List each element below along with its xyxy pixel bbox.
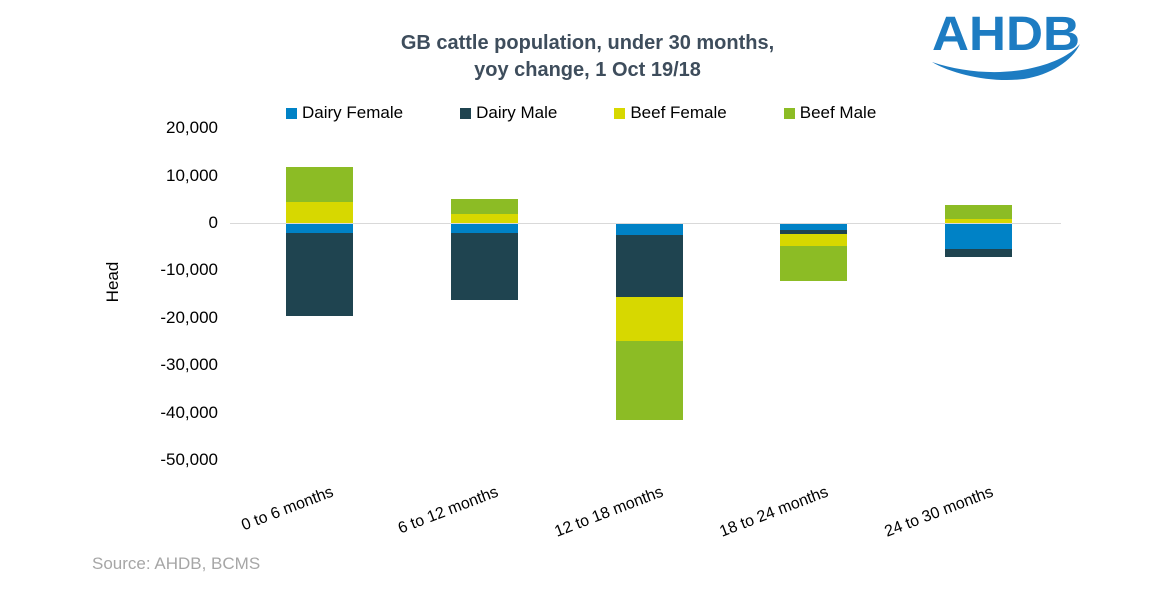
ahdb-logo: AHDB [932, 8, 1080, 81]
legend-item: Dairy Female [286, 103, 403, 123]
zero-gridline [230, 223, 1061, 224]
x-axis-label: 12 to 18 months [552, 483, 666, 541]
bar-segment [450, 232, 518, 300]
bar-segment [945, 249, 1013, 258]
bar-segment [780, 234, 848, 246]
y-tick-label: 10,000 [166, 165, 218, 185]
bar-segment [615, 224, 683, 235]
chart-title-line2: yoy change, 1 Oct 19/18 [474, 59, 701, 81]
legend-label: Dairy Male [476, 103, 558, 122]
bar-segment [945, 224, 1013, 250]
legend-swatch-icon [614, 107, 626, 119]
y-tick-label: 20,000 [166, 118, 218, 138]
legend-label: Beef Male [799, 103, 877, 122]
bar-segment [285, 167, 353, 203]
bar-segment [780, 230, 848, 235]
x-axis-label: 6 to 12 months [396, 483, 502, 538]
y-tick-label: -20,000 [160, 307, 218, 327]
bar-segment [285, 224, 353, 234]
y-tick-label: -40,000 [160, 402, 218, 422]
ahdb-logo-wave-icon [932, 44, 1080, 81]
legend-item: Beef Female [614, 103, 727, 123]
bar-segment [615, 341, 683, 420]
bar-segment [945, 204, 1013, 220]
x-axis-label: 24 to 30 months [882, 483, 996, 541]
y-tick-label: -50,000 [160, 450, 218, 469]
bar-segment [285, 233, 353, 316]
bar-segment [450, 224, 518, 233]
legend-label: Beef Female [630, 103, 727, 122]
ahdb-logo-text: AHDB [932, 8, 1080, 61]
legend-item: Beef Male [783, 103, 877, 123]
y-tick-label: -30,000 [160, 355, 218, 375]
bar-segment [285, 202, 353, 223]
y-tick-label: 0 [208, 213, 218, 232]
bar-segment [615, 234, 683, 297]
bar-segment [780, 224, 848, 231]
x-axis-label: 0 to 6 months [239, 483, 337, 535]
y-tick-label: -10,000 [160, 260, 218, 280]
x-axis-label: 18 to 24 months [717, 483, 831, 541]
source-note: Source: AHDB, BCMS [92, 554, 261, 573]
legend-label: Dairy Female [302, 103, 404, 122]
bar-segment [780, 245, 848, 281]
chart-title: GB cattle population, under 30 months, y… [0, 30, 1175, 84]
legend-swatch-icon [286, 107, 297, 119]
legend-swatch-icon [783, 107, 795, 119]
legend-swatch-icon [460, 107, 472, 119]
legend: Dairy Female Dairy Male Beef Female Beef Ma… [286, 103, 876, 123]
bar-segment [615, 296, 683, 342]
bar-segment [450, 213, 518, 223]
legend-item: Dairy Male [460, 103, 557, 123]
chart-title-line1: GB cattle population, under 30 months, [400, 32, 775, 54]
bar-segment [945, 219, 1013, 223]
bar-segment [450, 198, 518, 214]
